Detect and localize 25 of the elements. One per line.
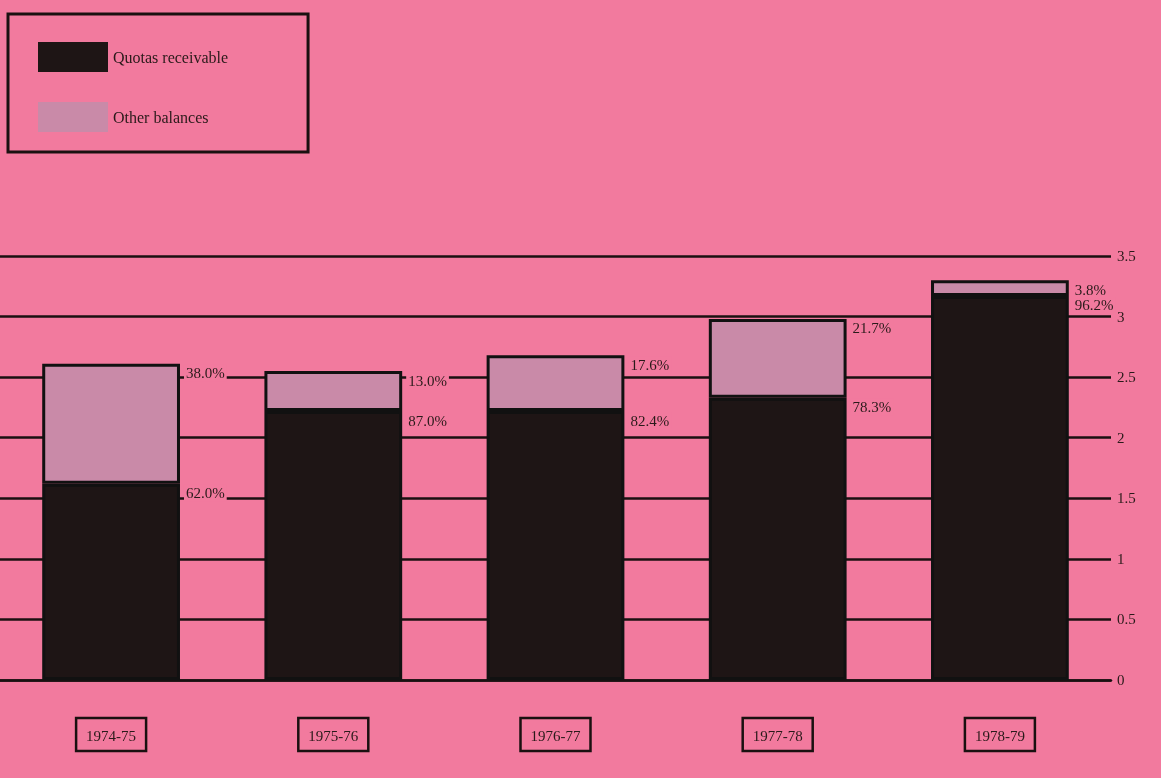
legend-label: Other balances (113, 108, 209, 126)
y-tick-label: 3.5 (1117, 248, 1136, 264)
y-tick-label: 0.5 (1117, 611, 1136, 628)
annotation: 13.0% (408, 372, 447, 389)
x-tick-label: 1974-75 (86, 727, 137, 744)
annotation: 17.6% (630, 356, 670, 373)
legend-label: Quotas receivable (113, 48, 229, 66)
annotation: 3.8% (1074, 281, 1107, 298)
y-tick-label: 2 (1117, 429, 1125, 446)
annotation: 87.0% (408, 412, 447, 429)
annotation: 62.0% (185, 485, 225, 502)
x-tick-label: 1977-78 (752, 727, 803, 744)
annotation: 96.2% (1074, 297, 1114, 314)
y-tick-label: 1.5 (1117, 490, 1136, 507)
y-tick-label: 1 (1117, 550, 1125, 567)
y-tick-label: 3 (1117, 308, 1125, 325)
annotation: 82.4% (630, 412, 670, 429)
annotation: 38.0% (185, 365, 225, 382)
annotation: 21.7% (852, 320, 892, 337)
y-tick-label: 2.5 (1117, 369, 1136, 386)
x-tick-label: 1978-79 (974, 727, 1025, 744)
x-tick-label: 1975-76 (308, 727, 359, 744)
y-tick-label: 0 (1117, 672, 1125, 688)
x-tick-label: 1976-77 (530, 727, 581, 744)
annotation: 78.3% (852, 399, 892, 416)
